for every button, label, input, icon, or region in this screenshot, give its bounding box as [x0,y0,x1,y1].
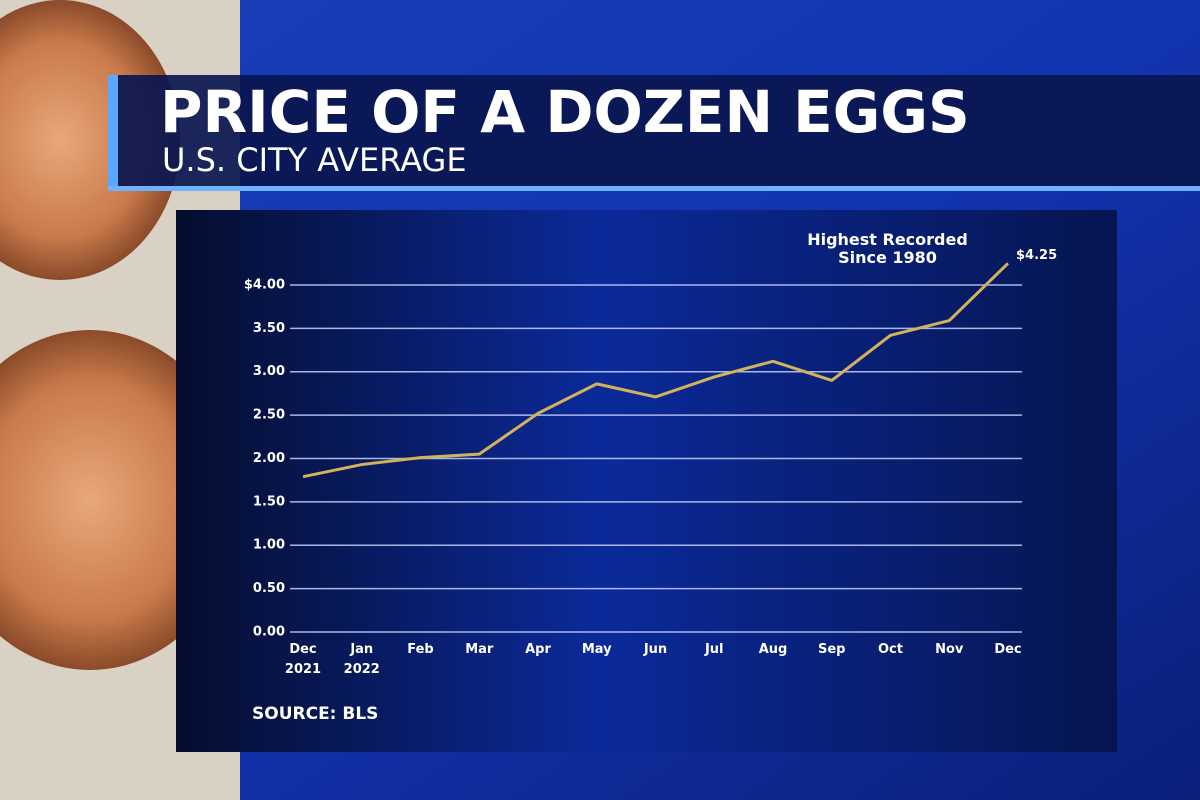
x-tick-label: May [581,642,612,657]
y-tick-label: 2.50 [253,408,285,423]
title-accent [108,75,118,188]
x-tick-label: Apr [525,642,551,657]
x-tick-label: Mar [465,642,494,657]
subtitle: U.S. CITY AVERAGE [162,141,467,179]
y-tick-label: 1.50 [253,494,285,509]
x-tick-label: Jun [643,642,668,657]
y-tick-label: 3.00 [253,364,285,379]
x-tick-label: Oct [878,642,903,657]
x-tick-label: Dec 2021 [284,642,322,677]
x-tick-label: Dec [994,642,1022,657]
egg [0,0,180,280]
x-tick-label: Nov [935,642,964,657]
x-tick-label: Jan 2022 [343,642,380,677]
value-label: $4.25 [1016,248,1057,263]
annotation: Highest Recorded Since 1980 [807,230,968,267]
x-tick-label: Jul [704,642,724,657]
y-tick-label: 2.00 [253,451,285,466]
x-tick-label: Aug [758,642,788,657]
title-underline [108,186,1200,191]
y-tick-label: 0.00 [253,625,285,640]
data-line [302,262,1010,479]
y-tick-label: 1.00 [253,538,285,553]
x-tick-label: Feb [407,642,434,657]
y-tick-label: 3.50 [253,321,285,336]
y-tick-label: 0.50 [253,581,285,596]
title-bar [108,75,1200,188]
title: PRICE OF A DOZEN EGGS [160,78,970,146]
chart-panel [176,210,1117,752]
source: SOURCE: BLS [252,704,378,724]
x-tick-label: Sep [818,642,846,657]
y-tick-label: $4.00 [244,277,285,292]
